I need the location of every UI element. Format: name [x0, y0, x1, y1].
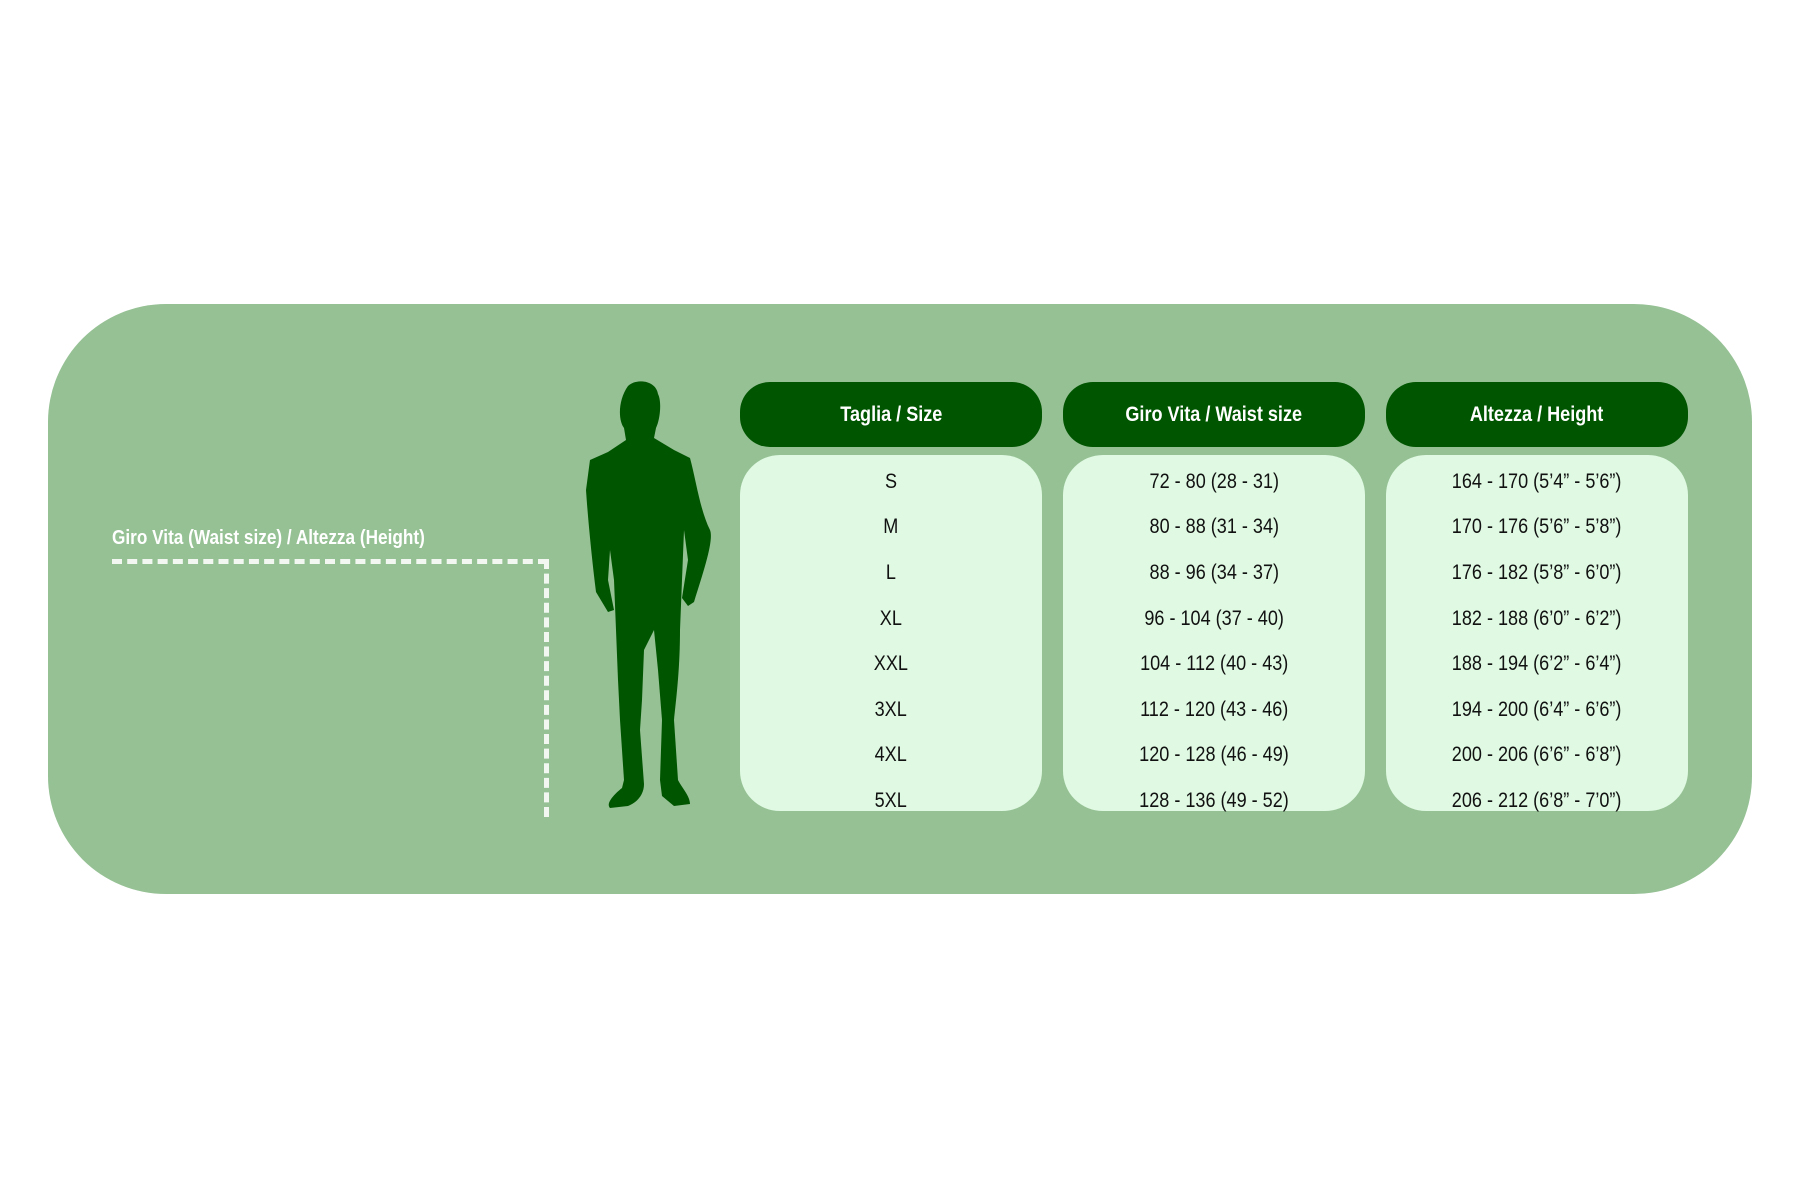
- waist-cell: 104 - 112 (40 - 43): [1063, 641, 1365, 687]
- size-cell: XXL: [740, 641, 1042, 687]
- waist-cell: 72 - 80 (28 - 31): [1063, 459, 1365, 505]
- waist-cell: 96 - 104 (37 - 40): [1063, 596, 1365, 642]
- size-cell: M: [740, 505, 1042, 551]
- cell-text: 104 - 112 (40 - 43): [1139, 652, 1289, 676]
- column-header-height: Altezza / Height: [1386, 382, 1688, 447]
- measure-line-horizontal: [112, 559, 548, 564]
- waist-cell: 80 - 88 (31 - 34): [1063, 505, 1365, 551]
- cell-text: 128 - 136 (49 - 52): [1139, 788, 1289, 812]
- height-cell: 206 - 212 (6’8” - 7’0”): [1386, 778, 1688, 824]
- cell-text: M: [883, 515, 899, 539]
- cell-text: 182 - 188 (6’0” - 6’2”): [1452, 606, 1622, 630]
- waist-cell: 120 - 128 (46 - 49): [1063, 733, 1365, 779]
- height-cell: 182 - 188 (6’0” - 6’2”): [1386, 596, 1688, 642]
- height-cell: 200 - 206 (6’6” - 6’8”): [1386, 733, 1688, 779]
- cell-text: Taglia / Size: [839, 402, 943, 426]
- size-cell: 4XL: [740, 733, 1042, 779]
- waist-cell: 112 - 120 (43 - 46): [1063, 687, 1365, 733]
- size-cell: 5XL: [740, 778, 1042, 824]
- height-cell: 170 - 176 (5’6” - 5’8”): [1386, 505, 1688, 551]
- measure-label: Giro Vita (Waist size) / Altezza (Height…: [112, 527, 425, 549]
- cell-text: 194 - 200 (6’4” - 6’6”): [1452, 697, 1622, 721]
- waist-cell: 88 - 96 (34 - 37): [1063, 550, 1365, 596]
- waist-values: 72 - 80 (28 - 31) 80 - 88 (31 - 34) 88 -…: [1063, 455, 1365, 812]
- height-cell: 176 - 182 (5’8” - 6’0”): [1386, 550, 1688, 596]
- cell-text: XL: [879, 606, 903, 630]
- height-values: 164 - 170 (5’4” - 5’6”) 170 - 176 (5’6” …: [1386, 455, 1688, 812]
- height-column: Altezza / Height 164 - 170 (5’4” - 5’6”)…: [1386, 382, 1688, 812]
- cell-text: 176 - 182 (5’8” - 6’0”): [1452, 560, 1622, 584]
- cell-text: 120 - 128 (46 - 49): [1139, 743, 1289, 767]
- cell-text: 200 - 206 (6’6” - 6’8”): [1452, 743, 1622, 767]
- cell-text: L: [885, 560, 897, 584]
- cell-text: S: [884, 469, 898, 493]
- height-cell: 194 - 200 (6’4” - 6’6”): [1386, 687, 1688, 733]
- cell-text: 188 - 194 (6’2” - 6’4”): [1452, 652, 1622, 676]
- cell-text: 80 - 88 (31 - 34): [1149, 515, 1279, 539]
- waist-cell: 128 - 136 (49 - 52): [1063, 778, 1365, 824]
- cell-text: 4XL: [874, 743, 908, 767]
- cell-text: 88 - 96 (34 - 37): [1149, 560, 1279, 584]
- size-cell: XL: [740, 596, 1042, 642]
- cell-text: Altezza / Height: [1470, 402, 1604, 426]
- cell-text: 72 - 80 (28 - 31): [1149, 469, 1279, 493]
- man-silhouette-icon: [586, 381, 711, 808]
- cell-text: 3XL: [874, 697, 908, 721]
- size-column: Taglia / Size S M L XL XXL 3XL 4XL 5XL: [740, 382, 1042, 812]
- cell-text: 206 - 212 (6’8” - 7’0”): [1452, 788, 1622, 812]
- cell-text: 96 - 104 (37 - 40): [1144, 606, 1284, 630]
- cell-text: 164 - 170 (5’4” - 5’6”): [1452, 469, 1622, 493]
- cell-text: 5XL: [874, 788, 908, 812]
- cell-text: XXL: [873, 652, 909, 676]
- cell-text: 170 - 176 (5’6” - 5’8”): [1452, 515, 1622, 539]
- column-header-waist: Giro Vita / Waist size: [1063, 382, 1365, 447]
- measure-line-vertical: [544, 559, 549, 817]
- waist-column: Giro Vita / Waist size 72 - 80 (28 - 31)…: [1063, 382, 1365, 812]
- size-values: S M L XL XXL 3XL 4XL 5XL: [740, 455, 1042, 812]
- cell-text: Giro Vita / Waist size: [1125, 402, 1303, 426]
- size-cell: L: [740, 550, 1042, 596]
- column-header-size: Taglia / Size: [740, 382, 1042, 447]
- cell-text: 112 - 120 (43 - 46): [1139, 697, 1289, 721]
- size-cell: 3XL: [740, 687, 1042, 733]
- height-cell: 164 - 170 (5’4” - 5’6”): [1386, 459, 1688, 505]
- size-cell: S: [740, 459, 1042, 505]
- height-cell: 188 - 194 (6’2” - 6’4”): [1386, 641, 1688, 687]
